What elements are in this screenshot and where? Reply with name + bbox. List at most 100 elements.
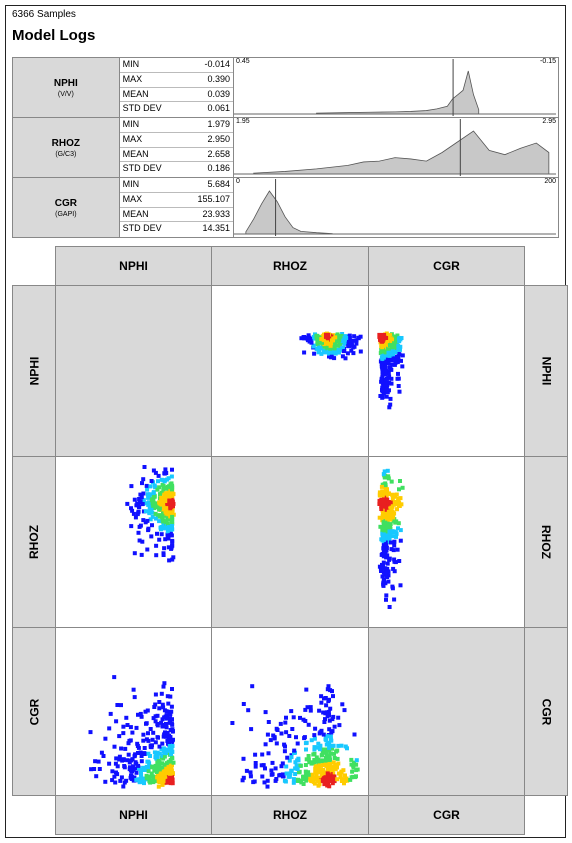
density-point [304, 778, 309, 783]
density-point [395, 507, 399, 512]
density-point [329, 354, 334, 359]
density-point [306, 722, 311, 727]
density-point [382, 353, 387, 358]
density-point [322, 750, 327, 755]
density-point [379, 364, 384, 369]
density-point [341, 349, 346, 353]
stat-label: STD DEV [122, 223, 162, 234]
density-point [161, 498, 166, 502]
density-point [387, 343, 392, 348]
density-point [119, 703, 123, 708]
density-point [148, 517, 153, 522]
density-point [385, 566, 390, 571]
density-point [324, 703, 329, 708]
density-point [340, 345, 345, 350]
density-peak [377, 332, 384, 339]
density-point [289, 768, 294, 773]
density-point [393, 361, 398, 365]
density-point [278, 721, 283, 726]
density-point [246, 708, 251, 713]
stat-label: MEAN [122, 88, 149, 99]
density-point [336, 743, 341, 748]
density-point [322, 771, 327, 776]
density-point [382, 469, 387, 474]
col-header-bottom: CGR [368, 795, 525, 835]
density-point [155, 775, 160, 780]
density-point [115, 703, 120, 707]
density-point [134, 761, 139, 766]
density-point [169, 546, 174, 551]
stat-min: -0.014 [204, 59, 231, 69]
density-point [351, 345, 356, 350]
density-point [328, 343, 333, 348]
density-point [167, 558, 172, 563]
density-point [146, 526, 151, 531]
density-point [156, 473, 161, 478]
density-point [137, 497, 142, 501]
density-point [349, 348, 354, 353]
density-point [157, 706, 162, 711]
density-point [393, 334, 398, 339]
density-point [343, 744, 348, 749]
stat-mean: 0.039 [207, 88, 231, 99]
density-point [155, 487, 160, 492]
density-point [155, 501, 159, 506]
stat-label: MEAN [122, 148, 149, 159]
density-point [393, 493, 398, 498]
density-point [350, 774, 355, 779]
density-point [141, 491, 146, 496]
density-point [328, 734, 333, 739]
density-point [167, 525, 171, 529]
density-point [356, 336, 361, 341]
density-point [171, 760, 176, 765]
density-point [326, 684, 331, 689]
density-point [143, 509, 148, 514]
row-header-left: RHOZ [12, 456, 56, 628]
density-point [310, 772, 315, 777]
density-point [336, 715, 341, 720]
density-point [248, 770, 253, 775]
density-point [304, 747, 308, 752]
density-point [165, 694, 170, 699]
density-point [303, 763, 308, 767]
density-point [103, 779, 108, 784]
density-point [151, 730, 156, 735]
density-point [157, 700, 162, 704]
density-point [383, 368, 388, 373]
density-point [383, 385, 388, 390]
density-point [137, 524, 142, 529]
density-point [315, 341, 320, 346]
density-point [145, 518, 150, 523]
density-point [159, 477, 164, 482]
density-point [318, 743, 323, 748]
density-point [321, 747, 326, 752]
density-point [384, 504, 388, 509]
density-point [260, 774, 265, 779]
density-point [253, 761, 258, 765]
density-point [146, 738, 151, 743]
density-point [142, 776, 147, 781]
density-point [88, 730, 93, 735]
log-row-cgr: CGR (GAPI) MIN 5.684 MAX 155.107 MEAN 23.933… [12, 177, 559, 238]
density-point [162, 681, 167, 686]
log-statistics-table: NPHI (V/V) MIN -0.014 MAX 0.390 MEAN 0.039 S… [12, 57, 559, 238]
density-point [311, 776, 316, 781]
density-point [317, 349, 322, 354]
density-point [324, 754, 329, 759]
density-point [146, 767, 151, 772]
hist-axis-right: 2.95 [542, 118, 556, 125]
density-point [261, 763, 266, 768]
density-point [381, 533, 386, 538]
density-point [380, 490, 385, 495]
density-point [147, 501, 152, 506]
density-point [152, 501, 156, 506]
density-point [389, 547, 394, 552]
density-point [386, 350, 391, 355]
density-point [168, 504, 173, 509]
density-point [396, 354, 401, 359]
log-name: RHOZ [51, 137, 80, 149]
density-point [336, 341, 341, 346]
density-point [389, 381, 394, 386]
density-point [154, 553, 159, 558]
density-point [169, 768, 174, 773]
